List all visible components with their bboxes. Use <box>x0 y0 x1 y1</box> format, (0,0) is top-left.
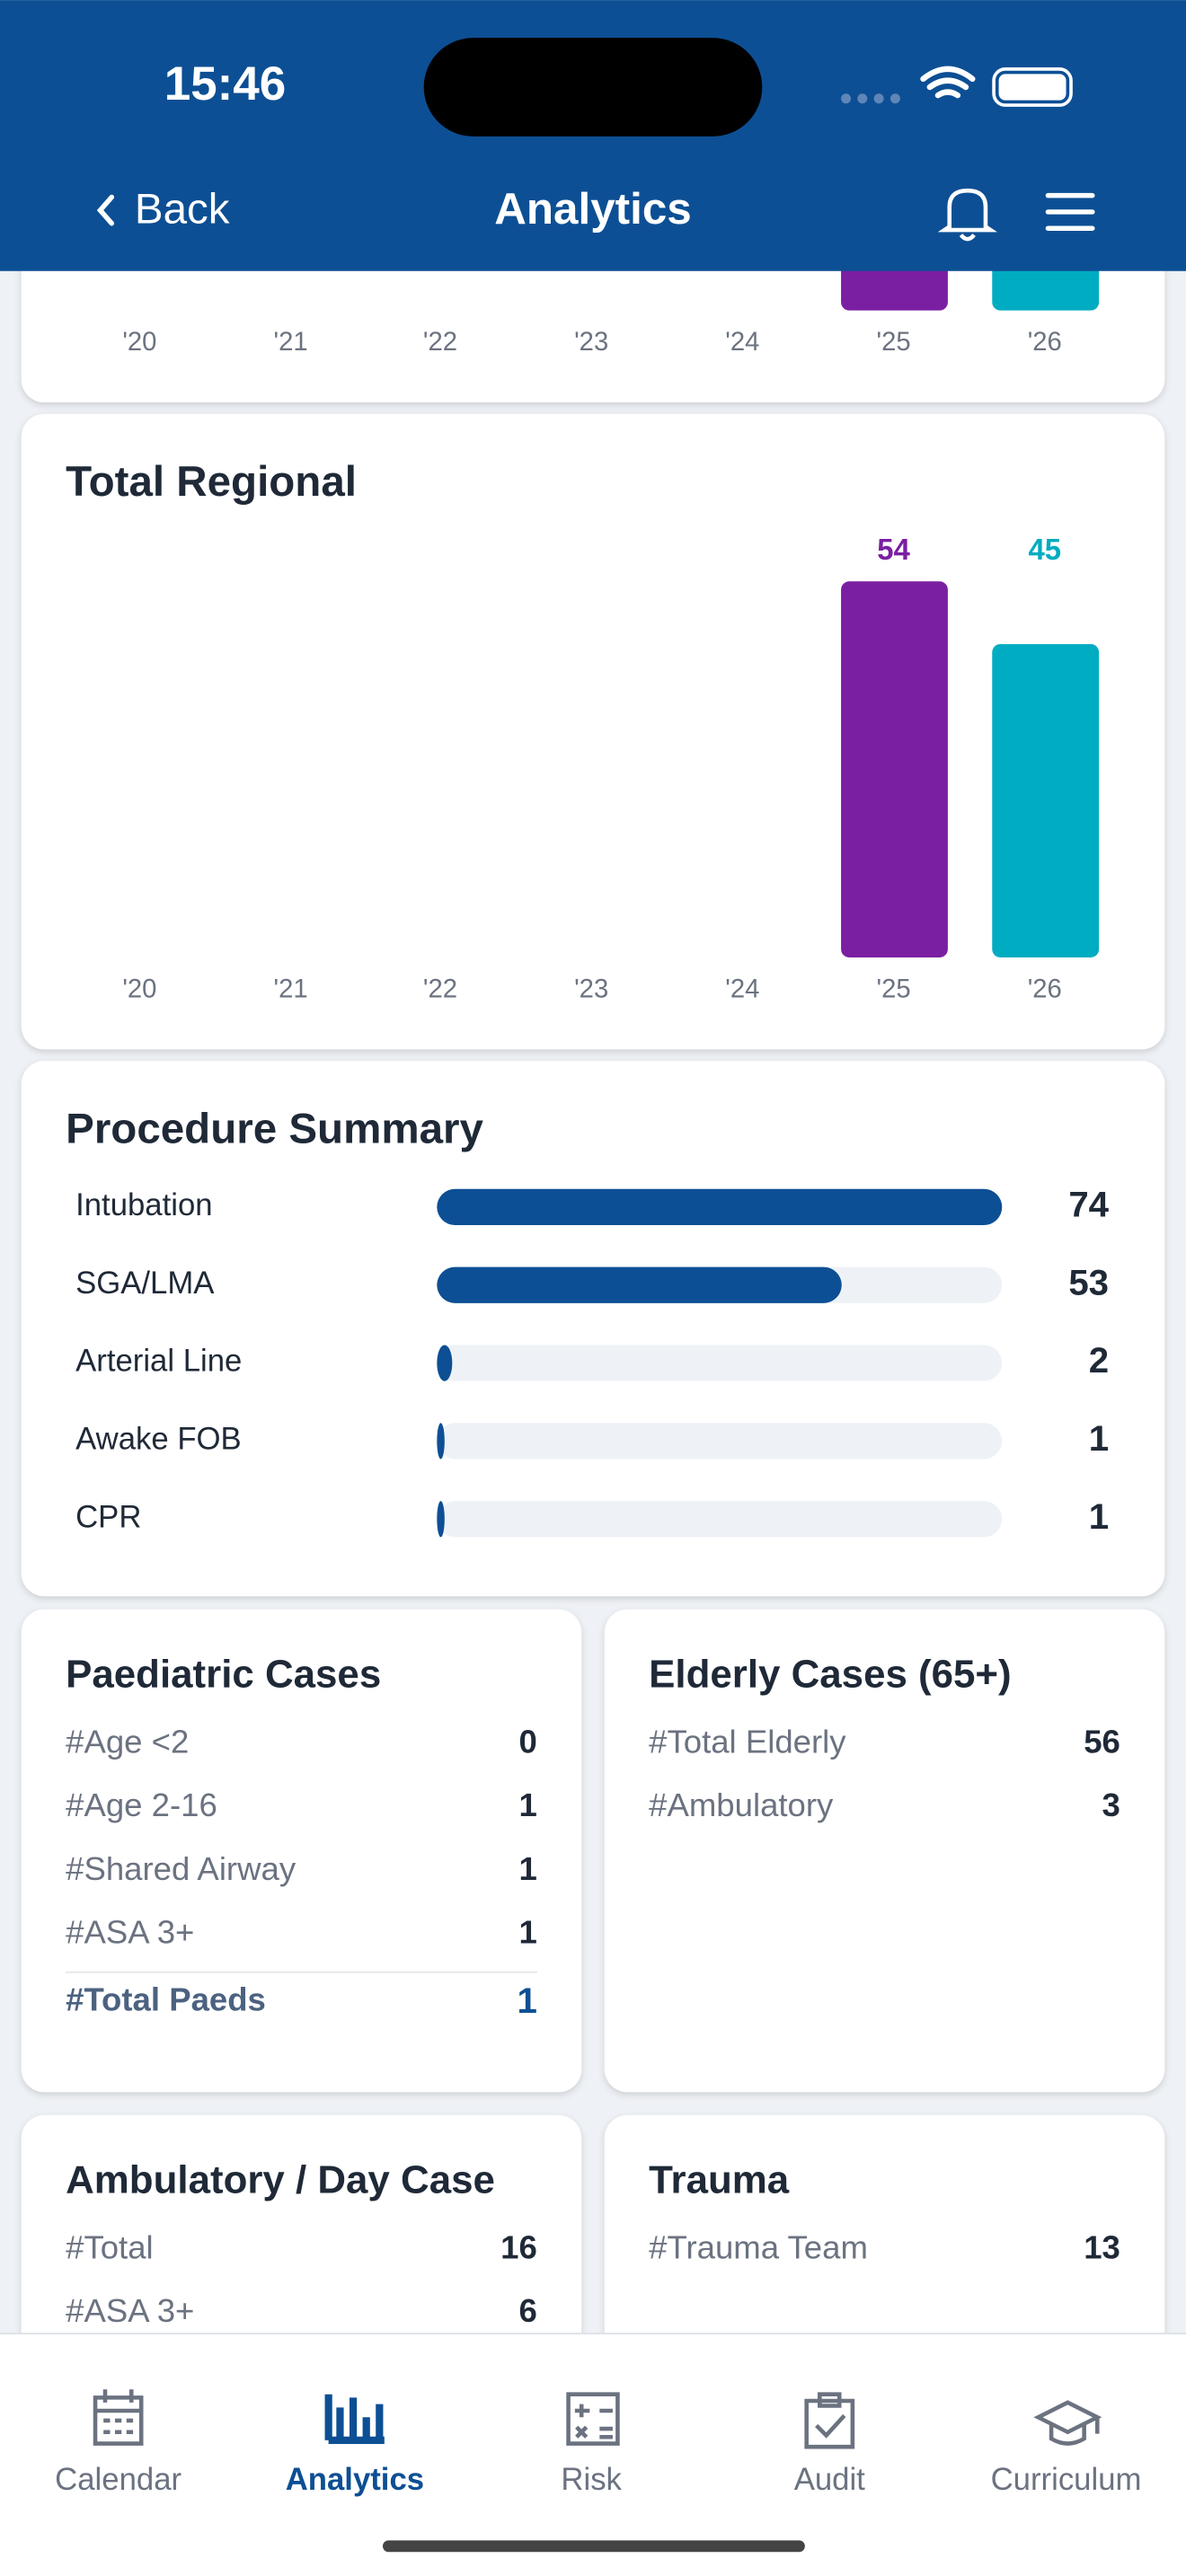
procedure-value: 74 <box>1068 1184 1109 1224</box>
value-label: 45 <box>1028 533 1061 566</box>
stat-label: #Trauma Team <box>649 2228 868 2265</box>
x-tick-label: '26 <box>1028 328 1062 357</box>
procedure-value: 53 <box>1068 1262 1109 1302</box>
stat-value: 3 <box>1102 1786 1120 1823</box>
stat-label: #Age <2 <box>66 1723 189 1760</box>
battery-icon <box>992 67 1073 107</box>
card-title: Paediatric Cases <box>66 1652 381 1696</box>
x-tick-label: '22 <box>423 975 457 1003</box>
x-tick-label: '26 <box>1028 975 1062 1003</box>
procedure-value: 1 <box>1089 1496 1109 1537</box>
tab-label[interactable]: Curriculum <box>991 2463 1142 2497</box>
stat-value: 56 <box>1084 1723 1120 1760</box>
card-title: Procedure Summary <box>66 1105 483 1152</box>
bar <box>437 1345 453 1381</box>
procedure-label: Arterial Line <box>75 1345 242 1379</box>
procedure-value: 1 <box>1089 1418 1109 1459</box>
procedure-label: SGA/LMA <box>75 1266 215 1301</box>
x-tick-label: '23 <box>574 328 608 357</box>
stat-value: 0 <box>519 1723 537 1760</box>
x-tick-label: '20 <box>122 328 156 357</box>
bar <box>437 1266 842 1303</box>
back-chevron[interactable] <box>96 194 115 226</box>
stat-value: 1 <box>519 1850 537 1887</box>
procedure-label: Awake FOB <box>75 1423 242 1457</box>
card-title: Total Regional <box>66 458 357 506</box>
bar <box>437 1188 1003 1225</box>
card-title: Trauma <box>649 2157 790 2201</box>
tab-label[interactable]: Audit <box>794 2463 865 2497</box>
stat-value: 16 <box>500 2228 537 2265</box>
bar-track <box>437 1501 1003 1538</box>
tab-label[interactable]: Analytics <box>286 2463 424 2497</box>
clock: 15:46 <box>164 57 287 110</box>
card-title: Ambulatory / Day Case <box>66 2157 495 2201</box>
bell-icon[interactable] <box>937 188 997 242</box>
menu-icon[interactable] <box>1045 192 1095 231</box>
tab-icon[interactable] <box>93 2389 144 2446</box>
bar-track <box>437 1345 1003 1381</box>
x-tick-label: '21 <box>274 975 308 1003</box>
stat-label: #Total <box>66 2228 154 2265</box>
card-title: Elderly Cases (65+) <box>649 1652 1012 1696</box>
x-tick-label: '24 <box>725 975 759 1003</box>
bar <box>437 1423 445 1460</box>
stat-label: #Shared Airway <box>66 1850 296 1887</box>
card <box>604 1609 1165 2093</box>
procedure-label: CPR <box>75 1500 141 1534</box>
tab-icon[interactable] <box>1033 2400 1102 2446</box>
x-tick-label: '25 <box>877 975 911 1003</box>
bar <box>437 1501 445 1538</box>
x-tick-label: '23 <box>574 975 608 1003</box>
header: 15:46 Back Analytics <box>0 0 1186 271</box>
tab-bar: Calendar Analytics Risk Audit Curriculum <box>0 2333 1186 2576</box>
procedure-label: Intubation <box>75 1188 213 1222</box>
tab-label[interactable]: Calendar <box>55 2463 181 2497</box>
bar <box>992 644 1100 957</box>
total-label: #Total Paeds <box>66 1981 266 2017</box>
stat-label: #Ambulatory <box>649 1786 834 1823</box>
tab-bar-bg <box>0 2333 1186 2576</box>
x-tick-label: '25 <box>877 328 911 357</box>
tab-label[interactable]: Risk <box>561 2463 622 2497</box>
tab-icon[interactable] <box>566 2392 620 2446</box>
stat-value: 6 <box>519 2292 537 2329</box>
tab-icon[interactable] <box>804 2392 855 2449</box>
stat-value: 1 <box>519 1786 537 1823</box>
x-tick-label: '20 <box>122 975 156 1003</box>
stat-label: #Total Elderly <box>649 1723 846 1760</box>
battery-level <box>998 74 1067 101</box>
signal <box>841 93 900 104</box>
procedure-value: 2 <box>1089 1340 1109 1381</box>
stat-label: #ASA 3+ <box>66 2292 194 2329</box>
content: '20 '21 '22 '23 '24 '25 '26 Total Regional '20 '2… <box>21 98 1165 2444</box>
total-value: 1 <box>517 1981 536 2021</box>
bar <box>841 581 948 957</box>
x-tick-label: '21 <box>274 328 308 357</box>
home-indicator <box>382 2540 805 2553</box>
stat-label: #Age 2-16 <box>66 1786 217 1823</box>
dynamic-island <box>423 38 763 137</box>
back-button[interactable]: Back <box>135 186 230 234</box>
tab-icon[interactable] <box>324 2394 385 2445</box>
stat-label: #ASA 3+ <box>66 1914 194 1951</box>
stat-value: 13 <box>1084 2228 1120 2265</box>
bar-track <box>437 1423 1003 1460</box>
stat-value: 1 <box>519 1914 537 1951</box>
x-tick-label: '22 <box>423 328 457 357</box>
page-title: Analytics <box>494 184 691 234</box>
x-tick-label: '24 <box>725 328 759 357</box>
wifi-icon <box>920 66 976 99</box>
value-label: 54 <box>877 533 910 566</box>
